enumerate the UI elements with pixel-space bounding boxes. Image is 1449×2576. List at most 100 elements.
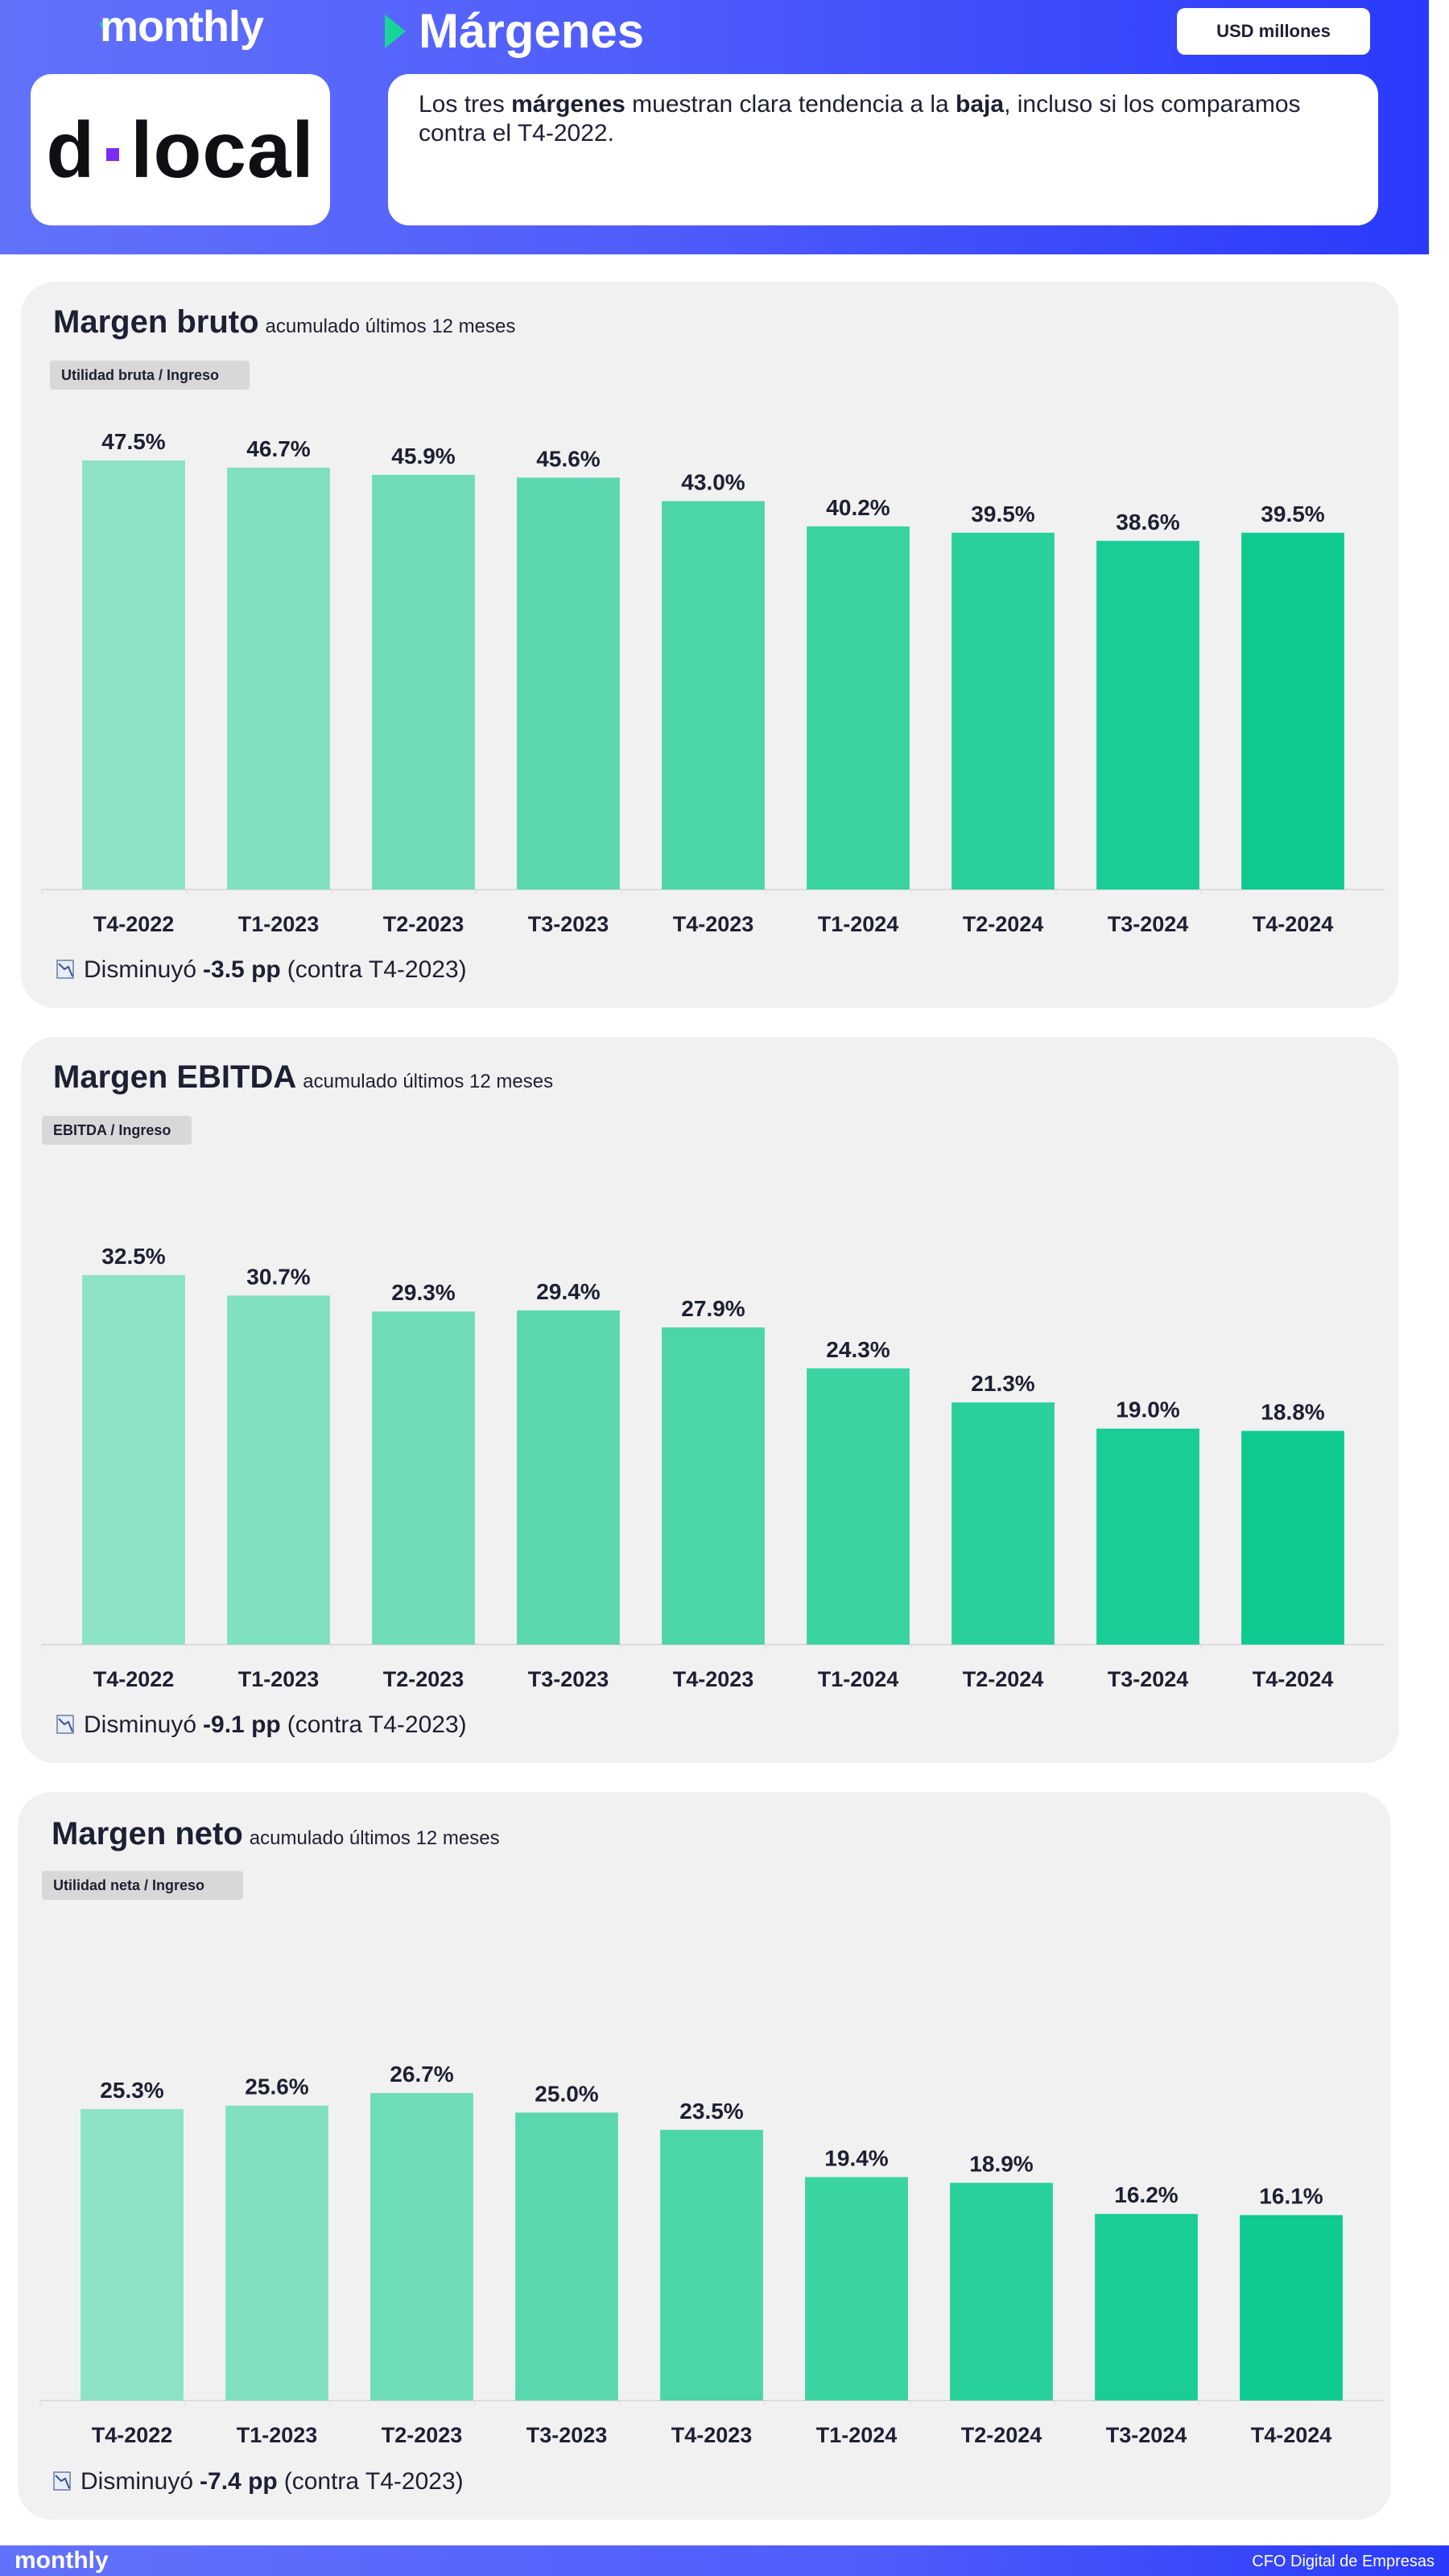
logo-text-right: local	[130, 105, 315, 194]
bar-value-label: 32.5%	[101, 1244, 165, 1269]
bar-value-label: 45.6%	[536, 446, 600, 471]
bar-value-label: 16.2%	[1114, 2182, 1178, 2207]
bar-value-label: 30.7%	[246, 1264, 310, 1289]
formula-badge: Utilidad neta / Ingreso	[42, 1871, 243, 1900]
bar-value-label: 29.3%	[391, 1280, 455, 1305]
delta-note: Disminuyó -3.5 pp (contra T4-2023)	[56, 956, 467, 984]
bar-value-label: 43.0%	[681, 469, 745, 494]
bar-t4-2022	[82, 1275, 185, 1645]
bar-value-label: 23.5%	[679, 2099, 743, 2124]
x-tick-label: T4-2023	[673, 912, 754, 936]
bar-t2-2023	[370, 2093, 473, 2401]
logo-text-left: d	[46, 105, 96, 194]
currency-unit-badge: USD millones	[1177, 8, 1370, 55]
panel-title: Margen neto acumulado últimos 12 meses	[52, 1816, 500, 1852]
bar-t3-2024	[1096, 1428, 1199, 1645]
bar-value-label: 26.7%	[390, 2062, 453, 2087]
x-tick-label: T3-2024	[1106, 2423, 1187, 2447]
description-text: Los tres márgenes muestran clara tendenc…	[419, 91, 1301, 147]
x-tick-label: T4-2024	[1251, 2423, 1332, 2447]
page-title: Márgenes	[419, 4, 645, 58]
gross-margin-chart: 47.5% T4-2022 46.7% T1-2023 45.9% T2-2023 45.6…	[41, 429, 1385, 936]
x-tick-label: T2-2023	[382, 2423, 463, 2447]
bar-t3-2023	[517, 477, 620, 890]
bar-t4-2024	[1241, 532, 1344, 890]
net-margin-chart: 25.3% T4-2022 25.6% T1-2023 26.7% T2-2023 25.0…	[39, 2062, 1383, 2447]
x-tick-label: T2-2023	[383, 912, 464, 936]
bar-value-label: 24.3%	[826, 1337, 890, 1362]
x-tick-label: T1-2023	[238, 912, 320, 936]
bar-t1-2024	[805, 2177, 908, 2401]
bar-t1-2024	[807, 526, 910, 890]
x-tick-label: T3-2023	[526, 2423, 608, 2447]
bar-value-label: 19.4%	[824, 2145, 888, 2170]
header-banner: monthly d local Márgenes USD millones Lo…	[0, 0, 1429, 254]
bar-value-label: 47.5%	[101, 429, 165, 454]
bar-t4-2024	[1240, 2215, 1343, 2401]
bar-value-label: 25.0%	[535, 2081, 598, 2106]
delta-note: Disminuyó -9.1 pp (contra T4-2023)	[56, 1711, 467, 1739]
ebitda-margin-panel: Margen EBITDA acumulado últimos 12 meses …	[21, 1037, 1399, 1763]
delta-note: Disminuyó -7.4 pp (contra T4-2023)	[53, 2468, 464, 2496]
bar-value-label: 39.5%	[971, 502, 1034, 526]
x-tick-label: T1-2024	[818, 1667, 899, 1691]
x-tick-label: T1-2023	[238, 1667, 320, 1691]
bar-value-label: 40.2%	[826, 495, 890, 520]
ebitda-margin-chart: 32.5% T4-2022 30.7% T1-2023 29.3% T2-2023 29.4…	[41, 1244, 1385, 1691]
x-tick-label: T3-2024	[1108, 912, 1189, 936]
formula-badge: EBITDA / Ingreso	[42, 1116, 192, 1145]
play-triangle-icon	[385, 14, 406, 48]
logo-dot-icon	[106, 148, 120, 161]
bar-value-label: 18.9%	[969, 2152, 1033, 2177]
bar-t1-2023	[227, 467, 330, 890]
description-card: Los tres márgenes muestran clara tendenc…	[388, 74, 1378, 225]
x-tick-label: T1-2024	[818, 912, 899, 936]
x-tick-label: T4-2022	[93, 912, 175, 936]
brand-wordmark: monthly	[100, 2, 264, 51]
bar-value-label: 25.3%	[100, 2078, 163, 2103]
x-tick-label: T4-2023	[673, 1667, 754, 1691]
x-tick-label: T2-2024	[963, 1667, 1044, 1691]
panel-title: Margen bruto acumulado últimos 12 meses	[53, 304, 516, 340]
bar-t4-2024	[1241, 1430, 1344, 1645]
bar-value-label: 38.6%	[1116, 510, 1179, 535]
bar-value-label: 27.9%	[681, 1296, 745, 1321]
panel-subtitle: acumulado últimos 12 meses	[303, 1071, 554, 1092]
bar-value-label: 25.6%	[245, 2074, 308, 2099]
bar-t3-2023	[515, 2112, 618, 2401]
bar-t3-2023	[517, 1310, 620, 1645]
bar-t3-2024	[1096, 540, 1199, 890]
bar-t4-2022	[82, 460, 185, 890]
gross-margin-panel: Margen bruto acumulado últimos 12 meses U…	[21, 282, 1399, 1008]
bar-t2-2024	[950, 2182, 1053, 2401]
bar-t4-2022	[80, 2109, 184, 2401]
x-tick-label: T1-2024	[816, 2423, 898, 2447]
bar-value-label: 46.7%	[246, 436, 310, 461]
bar-value-label: 39.5%	[1261, 502, 1324, 526]
bar-value-label: 16.1%	[1259, 2184, 1323, 2209]
bar-value-label: 19.0%	[1116, 1397, 1179, 1422]
bar-value-label: 29.4%	[536, 1279, 600, 1304]
bar-t1-2023	[227, 1295, 330, 1645]
x-tick-label: T2-2023	[383, 1667, 464, 1691]
bar-t1-2024	[807, 1368, 910, 1645]
x-tick-label: T4-2022	[93, 1667, 175, 1691]
panel-subtitle: acumulado últimos 12 meses	[265, 316, 516, 337]
x-tick-label: T1-2023	[237, 2423, 318, 2447]
bar-t2-2024	[952, 532, 1055, 890]
footer-credit: CFO Digital de Empresas	[1252, 2553, 1435, 2570]
bar-t2-2023	[372, 1311, 475, 1645]
bar-t4-2023	[662, 1327, 765, 1645]
x-tick-label: T3-2023	[528, 1667, 609, 1691]
company-logo: d local	[46, 105, 314, 196]
x-tick-label: T2-2024	[963, 912, 1044, 936]
x-tick-label: T3-2023	[528, 912, 609, 936]
x-tick-label: T4-2023	[671, 2423, 753, 2447]
bar-t1-2023	[225, 2105, 328, 2401]
x-tick-label: T4-2022	[92, 2423, 173, 2447]
formula-badge: Utilidad bruta / Ingreso	[50, 361, 250, 390]
company-logo-card: d local	[31, 74, 330, 225]
bar-t2-2023	[372, 474, 475, 890]
bar-value-label: 18.8%	[1261, 1399, 1324, 1424]
footer-bar: monthly CFO Digital de Empresas	[0, 2545, 1449, 2576]
